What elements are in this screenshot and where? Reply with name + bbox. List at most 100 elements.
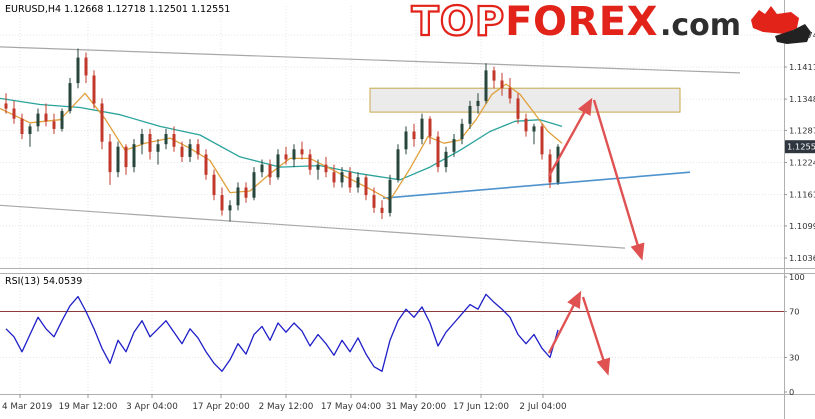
candle [260, 164, 264, 173]
date-axis-label: 17 Apr 20:00 [192, 402, 250, 412]
candle [372, 195, 376, 208]
candle [292, 149, 296, 160]
candle [4, 103, 8, 109]
candle [540, 126, 544, 155]
candle [396, 149, 400, 180]
date-axis-label: 2 May 12:00 [259, 402, 314, 412]
candle [340, 172, 344, 183]
bull-bear-logo-icon [751, 6, 811, 44]
rsi-axis-label: 70 [789, 307, 800, 317]
rsi-axis-label: 30 [789, 353, 800, 363]
candle [36, 113, 40, 127]
current-price-badge [785, 140, 815, 154]
date-axis-label: 4 Mar 2019 [2, 402, 52, 412]
price-axis-label: 1.14115 [789, 62, 815, 72]
ma-slow-line [0, 97, 563, 181]
candle [364, 177, 368, 196]
rsi-line [5, 293, 559, 372]
candle [404, 131, 408, 150]
candle [444, 151, 448, 168]
price-axis-label: 1.13485 [789, 94, 815, 104]
logo-com-text: .com [659, 8, 741, 43]
candle [356, 177, 360, 188]
candle [220, 195, 224, 211]
logo-forex-text: FOREX [505, 0, 658, 45]
candle [12, 108, 16, 119]
candle [516, 98, 520, 119]
candle [132, 144, 136, 168]
candle [548, 154, 552, 183]
candle [380, 207, 384, 213]
rsi-axis-label: 100 [789, 272, 805, 282]
candle [268, 164, 272, 178]
forecast-arrow-up-price [547, 97, 593, 177]
candle [196, 144, 200, 155]
candle [500, 80, 504, 89]
candle [420, 118, 424, 140]
candle [308, 154, 312, 170]
price-axis-label: 1.10365 [789, 253, 815, 263]
current-price-badge-label: 1.12551 [787, 142, 815, 152]
candle [244, 187, 248, 198]
candle [148, 134, 152, 152]
candle [116, 146, 120, 173]
date-axis-label: 17 May 04:00 [321, 402, 382, 412]
price-axis-label: 1.12240 [789, 158, 815, 168]
candle [484, 70, 488, 101]
candle [140, 134, 144, 145]
candle [68, 83, 72, 112]
rsi-indicator-label: RSI(13) 54.0539 [5, 276, 83, 287]
candlestick-series [4, 48, 560, 222]
candle [124, 146, 128, 168]
candle [492, 70, 496, 81]
candle [164, 134, 168, 145]
forecast-arrow-down-price [592, 99, 645, 261]
candle [60, 111, 64, 129]
candle [92, 75, 96, 104]
candle [172, 134, 176, 147]
candle [284, 154, 288, 160]
candle [180, 146, 184, 157]
rsi-pane[interactable] [0, 274, 784, 394]
candle [252, 172, 256, 198]
candle [468, 106, 472, 124]
candle [212, 174, 216, 196]
brand-logo: TOP FOREX .com [410, 0, 813, 46]
candle [556, 146, 560, 183]
candle [524, 118, 528, 132]
support-trendline [382, 171, 691, 199]
candle [332, 172, 336, 183]
candle [276, 154, 280, 178]
trend-channel-lower-line [0, 204, 626, 249]
date-axis-label: 19 Mar 12:00 [59, 402, 118, 412]
candle [508, 88, 512, 99]
candle [452, 139, 456, 152]
candle [236, 187, 240, 206]
candle [412, 131, 416, 140]
trend-channel-upper-line [0, 46, 741, 74]
candle [108, 141, 112, 173]
candle [204, 154, 208, 175]
candle [52, 121, 56, 129]
logo-top-text: TOP [410, 0, 506, 45]
date-axis-label: 17 Jun 12:00 [453, 402, 509, 412]
forecast-arrow-up-rsi [547, 290, 582, 354]
candle [156, 144, 160, 152]
candle [84, 57, 88, 76]
candle [388, 179, 392, 213]
candle [436, 136, 440, 168]
symbol-ohlc-label: EURUSD,H4 1.12668 1.12718 1.12501 1.1255… [5, 4, 231, 15]
candle [532, 126, 536, 132]
price-axis-label: 1.12870 [789, 125, 815, 135]
candle [428, 118, 432, 137]
rsi-axis-label: 0 [789, 387, 794, 397]
price-axis-label: 1.10995 [789, 221, 815, 231]
price-axis-label: 1.11610 [789, 190, 815, 200]
forecast-arrow-down-rsi [581, 296, 611, 376]
date-axis-label: 3 Apr 04:00 [126, 402, 178, 412]
candle [228, 205, 232, 211]
candle [300, 149, 304, 155]
date-axis-label: 31 May 20:00 [386, 402, 447, 412]
